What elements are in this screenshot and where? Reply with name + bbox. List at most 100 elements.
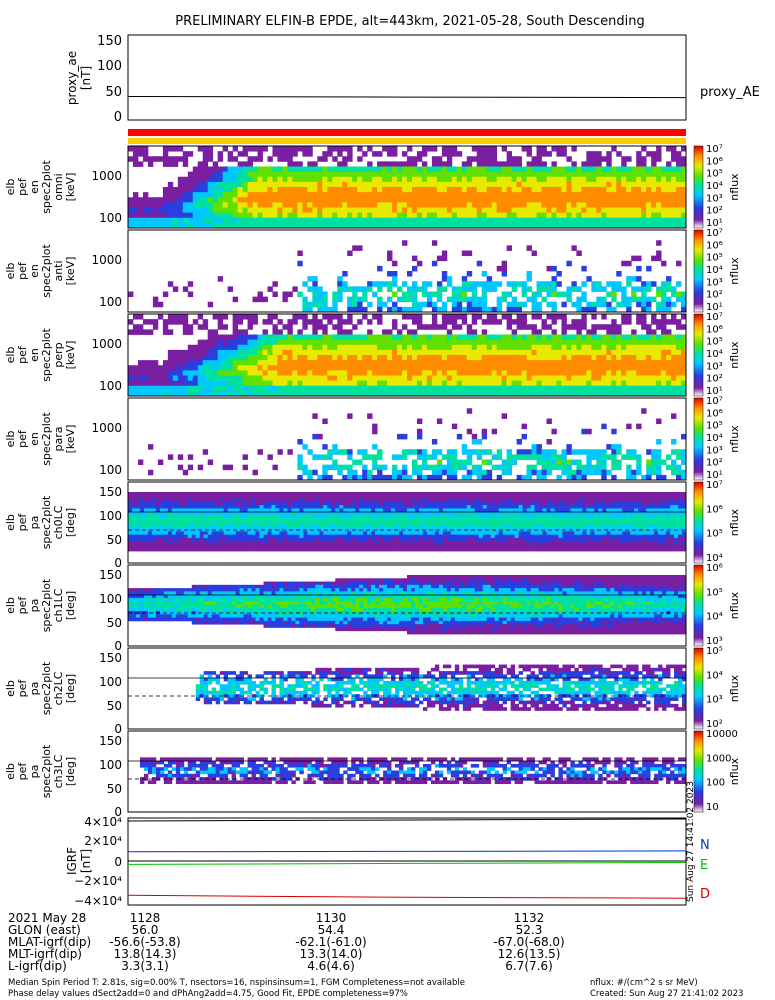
colorbar-7-tick-2: 100 (706, 778, 725, 789)
info-row-4-v1: 4.6(4.6) (307, 959, 355, 973)
proxy-ae-legend: proxy_AE (700, 85, 760, 100)
colorbar-2-tick-3: 10⁴ (706, 349, 723, 360)
colorbar-6-scale (693, 647, 704, 730)
pitch-frame-1 (127, 564, 687, 647)
info-row-0-v1: 1130 (316, 911, 347, 925)
pitch-3-ylabel-0: elb (4, 763, 17, 780)
pitch-0-ylabel-0: elb (4, 514, 17, 531)
info-row-0-v0: 1128 (130, 911, 161, 925)
colorbar-1-tick-1: 10⁶ (706, 240, 723, 251)
energy-3-ylabel-3: spec2plot (40, 412, 53, 466)
igrf-east-line (127, 862, 687, 865)
orbit-info-table: 2021 May 28 1128 1130 1132 GLON (east) 5… (8, 911, 565, 973)
energy-0-ylabel-1: pef (16, 177, 29, 196)
pitch-2-tick-3: 0 (114, 722, 122, 736)
energy-1-ylabel-3: spec2plot (40, 244, 53, 298)
energy-1-ylabel-2: en (28, 264, 41, 278)
pitch-3-ylabel-1: pef (16, 762, 29, 781)
info-row-1-v0: 56.0 (132, 923, 159, 937)
energy-2-ylabel-4: perp (52, 342, 65, 367)
pitch-3-ylabel-2: pa (28, 765, 41, 779)
colorbar-2-tick-6: 10¹ (706, 386, 723, 397)
igrf-ylabel-1: IGRF (65, 847, 79, 875)
proxy-ae-panel: 150 100 50 0 proxy_ae [nT] proxy_AE (65, 34, 760, 125)
info-row-3-v1: 13.3(14.0) (300, 947, 363, 961)
colorbar-0-scale (693, 145, 704, 229)
colorbar-1-tick-5: 10² (706, 290, 723, 301)
pitch-3-tick-3: 0 (114, 805, 122, 819)
energy-3-ylabel-1: pef (16, 429, 29, 448)
proxy-ae-tick-50: 50 (105, 85, 122, 100)
pitch-3-tick-0: 150 (99, 734, 122, 748)
pitch-0-ylabel-4: ch0LC (52, 505, 65, 539)
energy-2-tick-1000: 1000 (91, 337, 122, 351)
energy-spectrogram-2: 1000 100 (91, 313, 687, 397)
colorbar-4-tick-2: 10⁵ (706, 529, 723, 540)
info-row-4-label: L-igrf(dip) (8, 959, 67, 973)
colorbar-5-tick-2: 10⁴ (706, 612, 723, 623)
colorbar-5: 10⁶ 10⁵ 10⁴ 10³ nflux (693, 563, 741, 647)
pitch-0-tick-3: 0 (114, 556, 122, 570)
colorbar-0-tick-3: 10⁴ (706, 181, 723, 192)
pitch-2-ylabel-1: pef (16, 679, 29, 698)
colorbar-2-tick-2: 10⁵ (706, 337, 723, 348)
colorbar-7-tick-1: 1000 (706, 753, 731, 764)
colorbar-4-tick-0: 10⁷ (706, 480, 723, 491)
colorbar-2-tick-5: 10² (706, 374, 723, 385)
colorbar-3-tick-4: 10³ (706, 445, 723, 456)
energy-frame-2 (127, 313, 687, 397)
colorbar-1-tick-2: 10⁵ (706, 253, 723, 264)
energy-0-tick-100: 100 (99, 211, 122, 225)
colorbar-1-tick-4: 10³ (706, 277, 723, 288)
colorbar-0-label: nflux (728, 173, 741, 201)
footer-line-1: Median Spin Period T: 2.81s, sig=0.00% T… (8, 978, 465, 988)
colorbar-1-tick-3: 10⁴ (706, 265, 723, 276)
colorbar-7-tick-3: 10 (706, 802, 719, 813)
energy-2-ylabel-3: spec2plot (40, 328, 53, 382)
igrf-legend-e: E (700, 858, 708, 873)
pitch-frame-0 (127, 481, 687, 564)
info-row-2-label: MLAT-igrf(dip) (8, 935, 91, 949)
colorbar-4-tick-1: 10⁶ (706, 504, 723, 515)
info-row-4-v0: 3.3(3.1) (121, 959, 169, 973)
proxy-ae-frame (127, 34, 687, 121)
igrf-tick-0: 0 (114, 855, 122, 869)
igrf-tick-m4e4: −4×10⁴ (74, 894, 122, 908)
colorbar-4: 10⁷ 10⁶ 10⁵ 10⁴ nflux (693, 480, 741, 564)
pitch-2-ylabel-2: pa (28, 682, 41, 696)
energy-1-ylabel-1: pef (16, 261, 29, 280)
energy-0-ylabel-0: elb (4, 179, 17, 196)
colorbar-4-scale (693, 481, 704, 564)
pitch-1-ylabel-4: ch1LC (52, 588, 65, 622)
pitch-0-ylabel-5: [deg] (64, 508, 77, 537)
energy-0-ylabel-4: omni (52, 173, 65, 200)
info-row-2-v0: -56.6(-53.8) (109, 935, 180, 949)
colorbar-7: 10000 1000 100 10 nflux (693, 729, 741, 813)
colorbar-3-tick-5: 10² (706, 458, 723, 469)
footer-line-2: Phase delay values dSect2add=0 and dPhAn… (8, 989, 408, 999)
pitch-0-ylabel-3: spec2plot (40, 495, 53, 549)
colorbar-0-tick-5: 10² (706, 206, 723, 217)
colorbar-4-label: nflux (728, 508, 741, 536)
pitch-1-ylabel-0: elb (4, 597, 17, 614)
pitch-2-tick-1: 100 (99, 675, 122, 689)
energy-1-tick-100: 100 (99, 295, 122, 309)
proxy-ae-line (127, 96, 687, 99)
proxy-ae-tick-0: 0 (114, 110, 122, 125)
colorbar-3-tick-0: 10⁷ (706, 396, 723, 407)
energy-frame-1 (127, 229, 687, 313)
colorbar-0-tick-2: 10⁵ (706, 169, 723, 180)
pitch-0-ylabel-2: pa (28, 516, 41, 530)
energy-2-ylabel-2: en (28, 348, 41, 362)
colorbar-3-scale (693, 397, 704, 481)
energy-spectrogram-3: 1000 100 (91, 397, 687, 481)
energy-3-ylabel-2: en (28, 432, 41, 446)
info-row-3-v0: 13.8(14.3) (114, 947, 177, 961)
pitch-2-ylabel-5: [deg] (64, 674, 77, 703)
energy-2-ylabel-0: elb (4, 347, 17, 364)
